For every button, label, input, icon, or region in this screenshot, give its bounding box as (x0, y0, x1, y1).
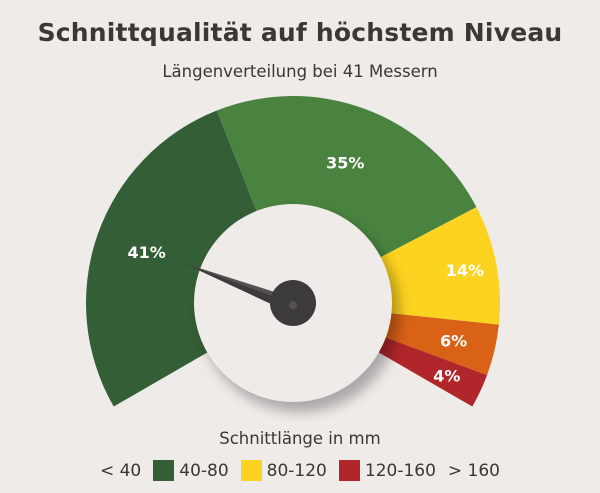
legend-swatch-yellow (240, 460, 262, 481)
legend-item-lt40: < 40 (100, 461, 141, 481)
legend-swatch-dark-green (153, 460, 175, 481)
legend-label: < 40 (99, 460, 142, 481)
legend-label: > 160 (447, 460, 501, 481)
segment-percent-label: 35% (326, 153, 364, 172)
legend-item-80-120: 80-120 (240, 460, 327, 481)
legend-title: Schnittlänge in mm (219, 429, 381, 448)
legend-label: 120-160 (364, 460, 436, 481)
segment-percent-label: 14% (446, 261, 484, 280)
legend-label: 80-120 (266, 460, 327, 481)
gauge-needle (183, 263, 316, 326)
legend-item-120-160: 120-160 (338, 460, 436, 481)
legend-item-gt160: > 160 (448, 461, 500, 481)
legend-item-40-80: 40-80 (153, 460, 229, 481)
segment-percent-label: 6% (440, 332, 467, 351)
segment-percent-label: 41% (127, 243, 165, 262)
segment-labels: 41% 35% 14% 6% 4% (127, 153, 484, 385)
chart-title: Schnittqualität auf höchstem Niveau (37, 18, 563, 47)
legend-label: 40-80 (179, 460, 229, 481)
legend-swatch-red (338, 460, 360, 481)
chart-subtitle: Längenverteilung bei 41 Messern (162, 62, 438, 81)
legend: < 40 40-80 80-120 120-160 > 160 (0, 460, 600, 481)
segment-percent-label: 4% (433, 366, 460, 385)
